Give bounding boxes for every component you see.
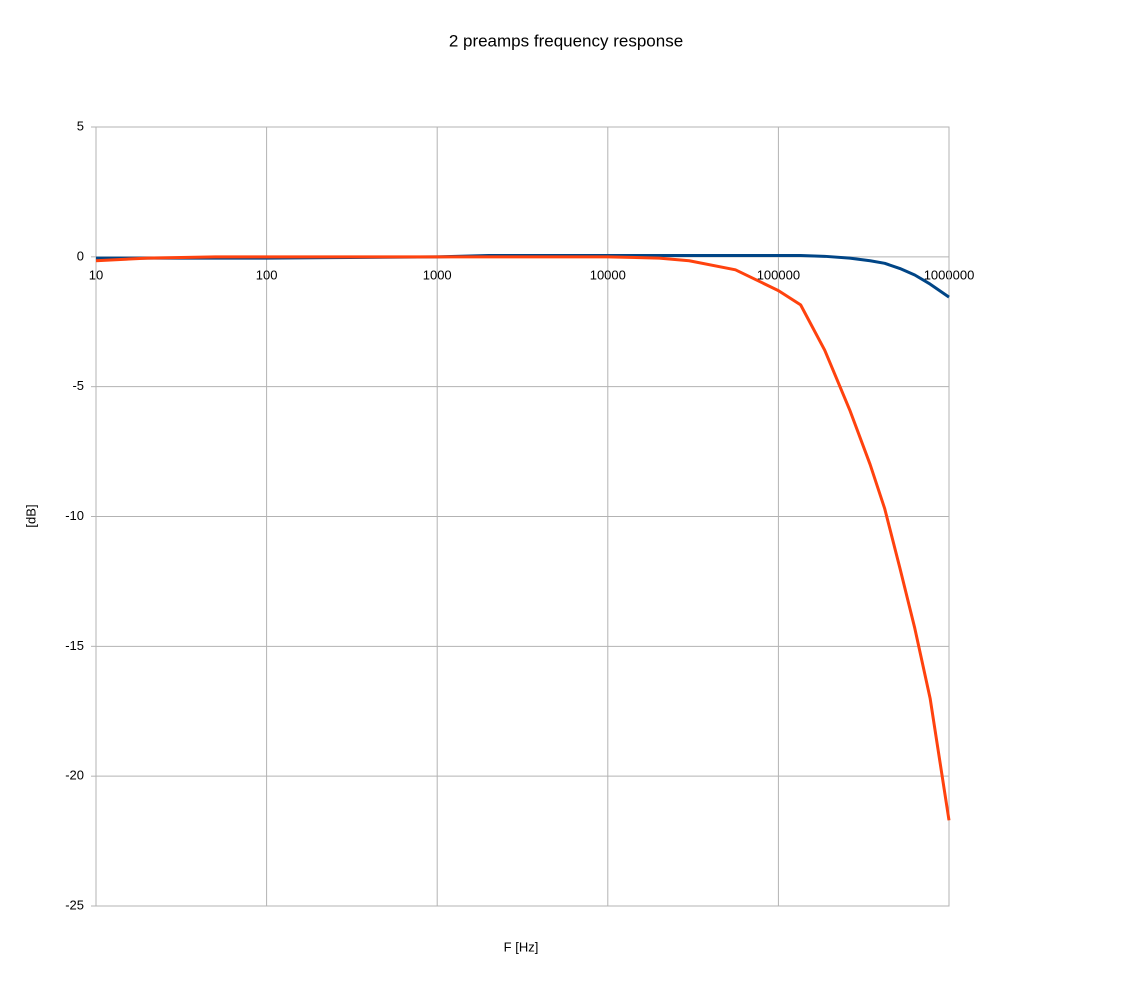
y-tick-label: -20 <box>65 768 84 783</box>
y-tick-label: 5 <box>77 118 84 133</box>
y-tick-label: 0 <box>77 248 84 263</box>
chart-title: 2 preamps frequency response <box>449 31 683 50</box>
x-tick-label: 100 <box>256 267 278 282</box>
series-line <box>96 254 950 299</box>
x-tick-label: 10000 <box>590 267 626 282</box>
y-tick-label: -15 <box>65 638 84 653</box>
series-line <box>95 255 951 821</box>
x-tick-label: 100000 <box>757 267 800 282</box>
y-tick-label: -5 <box>72 378 84 393</box>
x-tick-label: 1000 <box>423 267 452 282</box>
y-axis-label: [dB] <box>23 504 38 527</box>
y-tick-label: -10 <box>65 508 84 523</box>
y-tick-label: -25 <box>65 897 84 912</box>
x-axis-label: F [Hz] <box>504 939 539 954</box>
plot-frame <box>95 126 950 907</box>
